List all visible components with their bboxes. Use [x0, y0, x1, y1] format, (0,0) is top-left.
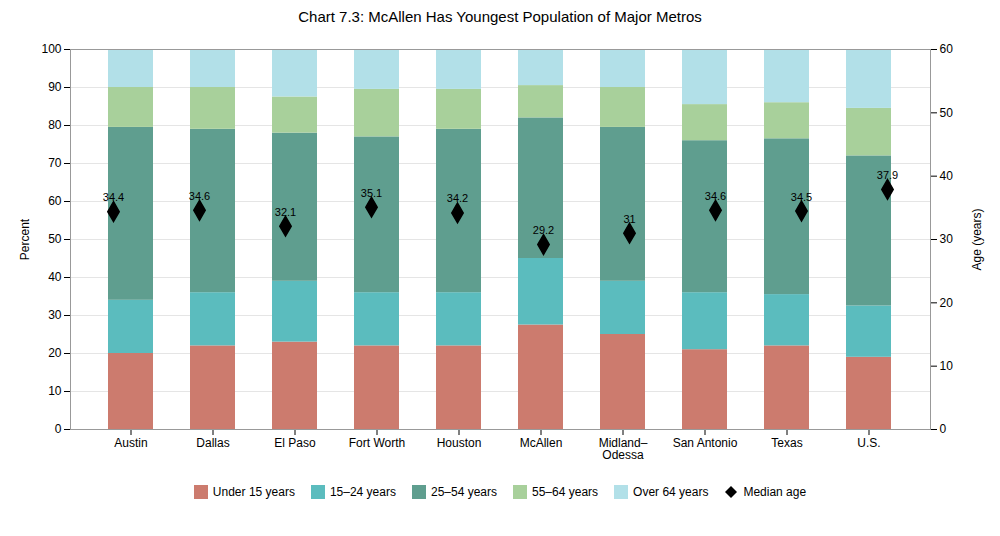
svg-text:60: 60: [48, 194, 62, 208]
svg-text:McAllen: McAllen: [520, 436, 563, 450]
svg-text:San Antonio: San Antonio: [673, 436, 738, 450]
svg-text:0: 0: [940, 422, 947, 436]
svg-text:20: 20: [940, 296, 954, 310]
html-text:25–54 years: 25–54 years: [431, 485, 497, 499]
svg-text:60: 60: [940, 42, 954, 56]
svg-text:50: 50: [48, 232, 62, 246]
svg-text:31: 31: [623, 213, 635, 225]
svg-text:29.2: 29.2: [533, 224, 554, 236]
html-text:Median age: Median age: [743, 485, 807, 499]
svg-text:0: 0: [55, 422, 62, 436]
svg-text:Austin: Austin: [114, 436, 147, 450]
html-text:15–24 years: 15–24 years: [329, 485, 396, 499]
svg-text:Texas: Texas: [771, 436, 802, 450]
svg-text:30: 30: [940, 232, 954, 246]
svg-text:10: 10: [48, 384, 62, 398]
svg-text:34.6: 34.6: [705, 190, 726, 202]
svg-text:Fort Worth: Fort Worth: [349, 436, 405, 450]
svg-text:Age (years): Age (years): [970, 208, 984, 270]
svg-text:34.5: 34.5: [791, 191, 812, 203]
svg-text:20: 20: [48, 346, 62, 360]
html-text:55–64 years: 55–64 years: [532, 485, 598, 499]
html-text:Over 64 years: Over 64 years: [633, 485, 709, 499]
html-text:Chart 7.3: McAllen Has Younges: Chart 7.3: McAllen Has Youngest Populati…: [298, 8, 702, 25]
svg-text:70: 70: [48, 156, 62, 170]
svg-text:10: 10: [940, 359, 954, 373]
svg-text:Dallas: Dallas: [196, 436, 229, 450]
svg-text:Midland–Odessa: Midland–Odessa: [599, 436, 648, 462]
svg-text:40: 40: [48, 270, 62, 284]
svg-text:90: 90: [48, 80, 62, 94]
svg-text:35.1: 35.1: [361, 187, 382, 199]
svg-text:El Paso: El Paso: [274, 436, 316, 450]
svg-text:Houston: Houston: [437, 436, 482, 450]
svg-text:40: 40: [940, 169, 954, 183]
html-text:Under 15 years: Under 15 years: [212, 485, 295, 499]
svg-text:37.9: 37.9: [877, 169, 898, 181]
svg-text:34.2: 34.2: [447, 192, 468, 204]
svg-text:U.S.: U.S.: [857, 436, 880, 450]
svg-text:32.1: 32.1: [275, 206, 296, 218]
svg-text:80: 80: [48, 118, 62, 132]
svg-text:30: 30: [48, 308, 62, 322]
svg-text:50: 50: [940, 106, 954, 120]
svg-text:34.4: 34.4: [103, 191, 124, 203]
svg-text:100: 100: [41, 42, 61, 56]
svg-text:34.6: 34.6: [189, 190, 210, 202]
svg-text:Percent: Percent: [18, 218, 32, 260]
